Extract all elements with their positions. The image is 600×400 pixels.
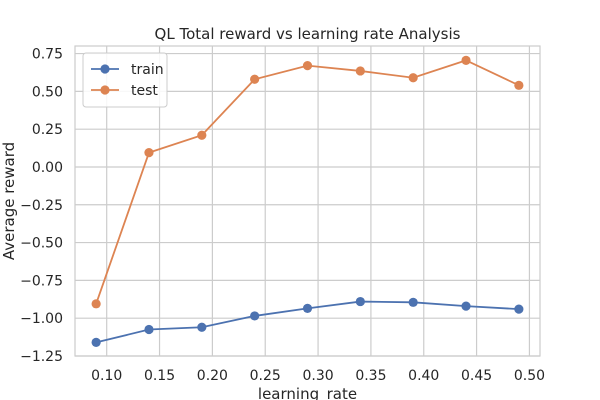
x-tick-label: 0.10 <box>91 368 122 384</box>
data-point-train <box>250 311 260 321</box>
tick-labels: 0.10 0.15 0.20 0.25 0.30 0.35 0.40 0.45 0.50 −1.2… <box>20 47 545 384</box>
x-tick-label: 0.40 <box>408 368 439 384</box>
grid-lines <box>75 46 540 357</box>
data-point-train <box>408 297 418 307</box>
data-point-train <box>197 322 207 332</box>
data-point-test <box>302 61 313 71</box>
x-tick-label: 0.30 <box>302 368 333 384</box>
data-point-test <box>91 299 101 309</box>
y-tick-label: 0.75 <box>32 47 63 63</box>
x-tick-label: 0.25 <box>250 368 281 384</box>
data-point-test <box>461 55 471 65</box>
data-point-test <box>144 148 154 158</box>
data-point-train <box>302 303 313 313</box>
x-tick-label: 0.35 <box>355 368 386 384</box>
chart-title: QL Total reward vs learning rate Analysi… <box>155 25 461 43</box>
x-tick-label: 0.50 <box>514 368 545 384</box>
data-point-train <box>514 304 524 314</box>
y-tick-label: 0.25 <box>32 122 63 138</box>
y-tick-label: −1.00 <box>20 311 63 327</box>
y-tick-label: 0.00 <box>32 160 63 176</box>
data-point-test <box>514 80 524 90</box>
x-tick-label: 0.15 <box>144 368 175 384</box>
legend-label-test: test <box>131 83 158 99</box>
y-tick-label: 0.50 <box>32 84 63 100</box>
data-point-test <box>355 66 365 76</box>
legend-label-train: train <box>131 62 164 78</box>
data-point-train <box>355 296 365 307</box>
legend: train test <box>82 52 168 108</box>
plot-area-frame <box>74 45 541 357</box>
data-point-train <box>91 337 101 347</box>
data-point-test <box>197 130 207 140</box>
data-point-test <box>408 73 418 83</box>
y-axis-label: Average reward <box>0 142 18 260</box>
x-tick-label: 0.20 <box>197 368 228 384</box>
data-point-train <box>144 324 154 335</box>
y-tick-label: −1.25 <box>20 349 63 365</box>
series-layer <box>91 55 524 347</box>
data-point-train <box>461 301 471 311</box>
x-axis-label: learning_rate <box>258 385 357 400</box>
y-tick-label: −0.75 <box>20 273 63 289</box>
legend-marker-test <box>100 85 110 95</box>
data-point-test <box>250 74 260 84</box>
y-tick-label: −0.50 <box>20 236 63 252</box>
y-tick-label: −0.25 <box>20 198 63 214</box>
x-tick-label: 0.45 <box>461 368 492 384</box>
legend-marker-train <box>100 64 110 74</box>
